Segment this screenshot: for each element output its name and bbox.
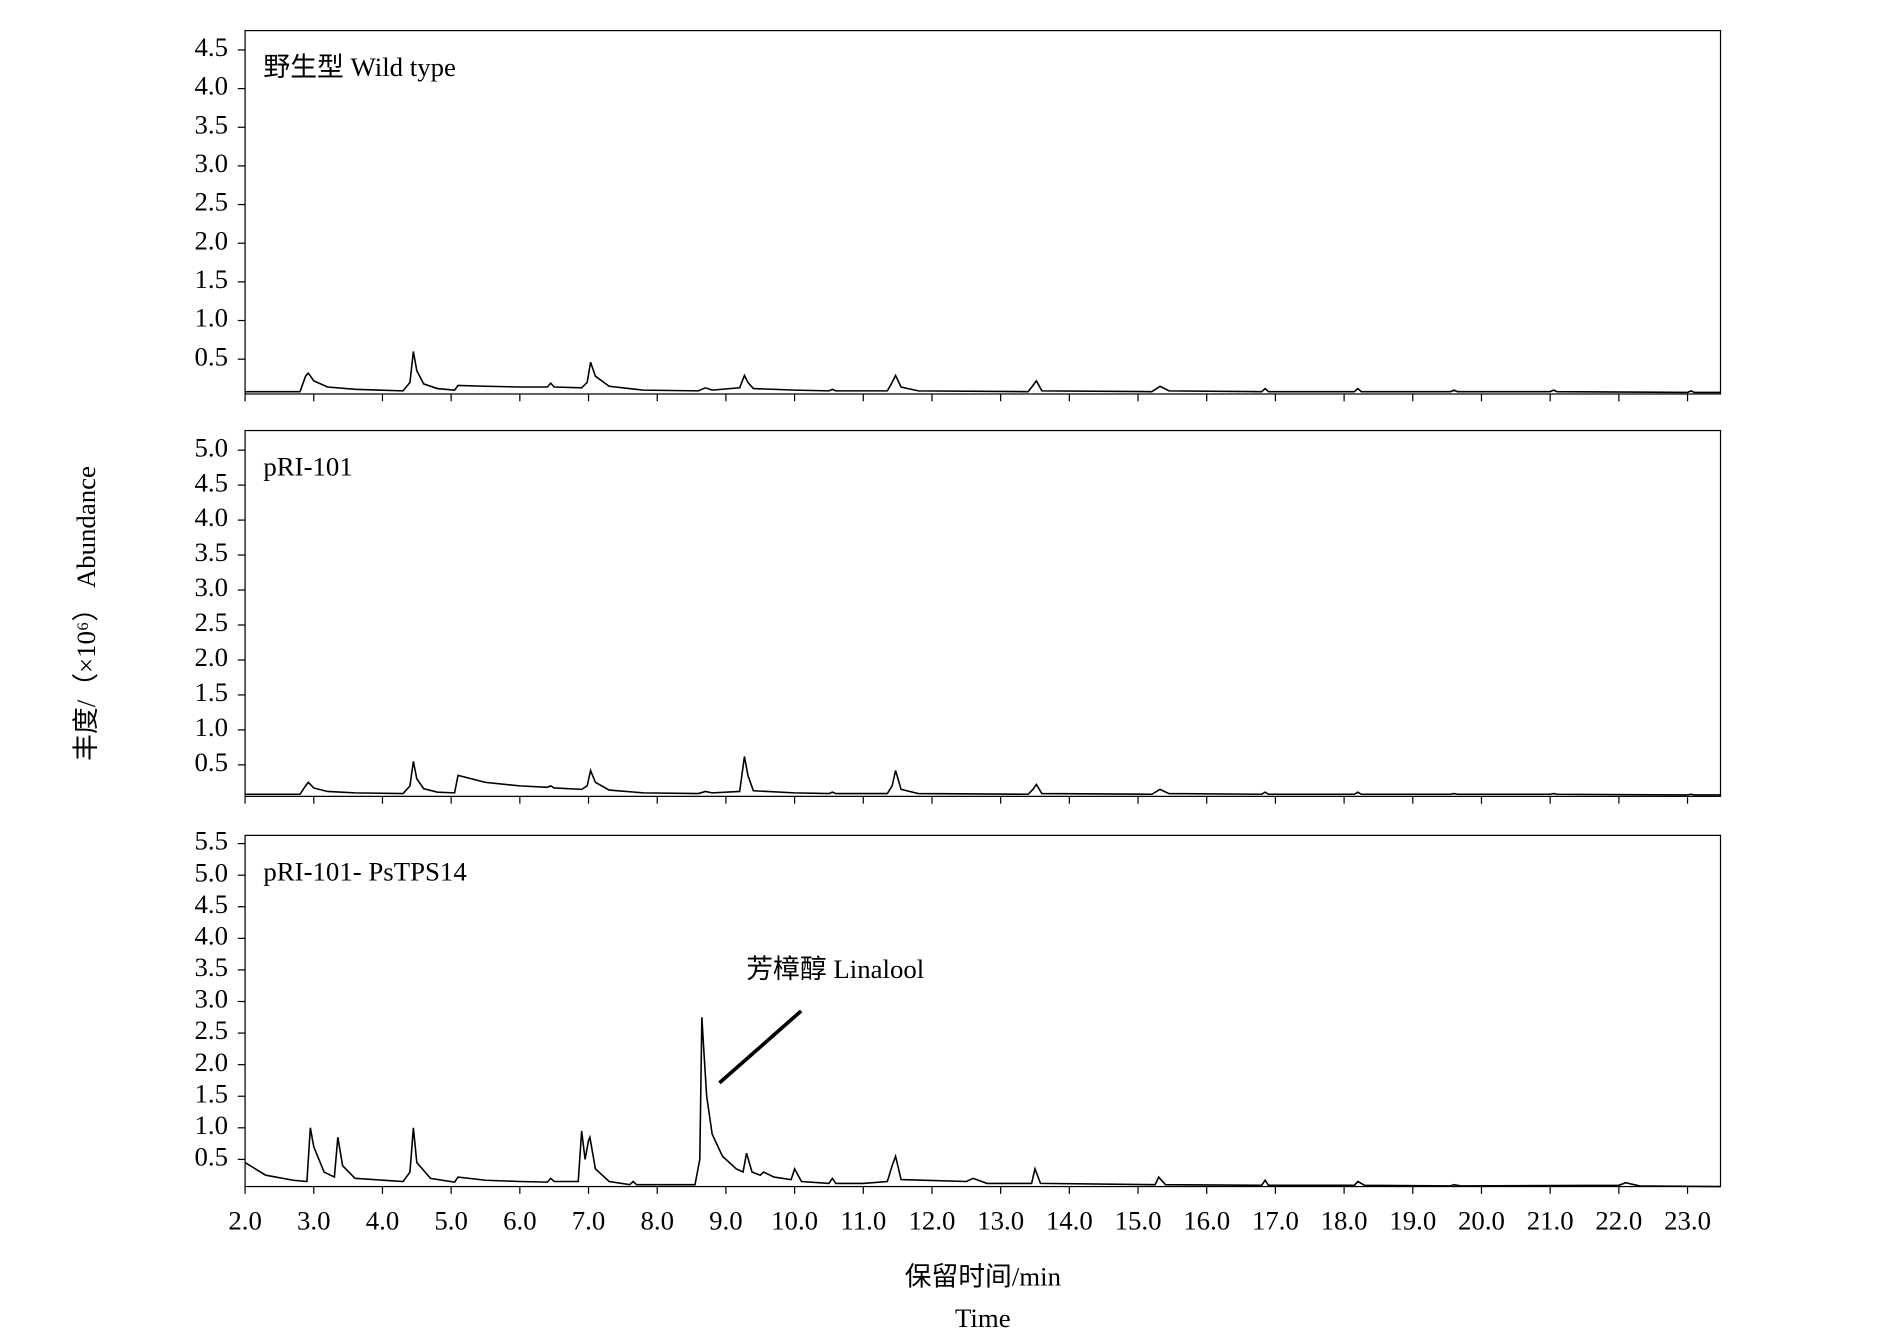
y-tick-label: 5.0 [195,857,229,887]
annotation: 芳樟醇 Linalool [746,954,924,984]
y-tick-label: 2.0 [195,642,229,672]
y-tick-label: 3.0 [195,148,229,178]
plot-frame [244,834,1722,1188]
y-tick-label: 1.0 [195,712,229,742]
x-axis-label: Time [955,1303,1011,1333]
x-tick-label: 7.0 [572,1205,606,1235]
y-tick-label: 5.0 [195,432,229,462]
y-tick-label: 4.5 [195,889,229,919]
y-tick-label: 0.5 [195,341,229,371]
y-tick-label: 2.5 [195,187,229,217]
y-tick-label: 4.5 [195,467,229,497]
panel-title: pRI-101 [263,452,352,482]
chromatogram-line [245,351,1721,394]
x-tick-label: 22.0 [1595,1205,1642,1235]
x-tick-label: 5.0 [434,1205,468,1235]
chromatogram-line [245,756,1721,796]
y-tick-label: 1.5 [195,677,229,707]
y-tick-label: 1.0 [195,1110,229,1140]
x-tick-label: 21.0 [1527,1205,1574,1235]
x-tick-label: 6.0 [503,1205,537,1235]
x-tick-label: 2.0 [228,1205,262,1235]
y-tick-label: 0.5 [195,1142,229,1172]
plot-frame [244,429,1722,797]
y-tick-label: 1.5 [195,1078,229,1108]
x-tick-label: 11.0 [840,1205,886,1235]
y-tick-label: 3.5 [195,109,229,139]
y-tick-label: 1.0 [195,303,229,333]
y-tick-label: 2.5 [195,607,229,637]
x-tick-label: 3.0 [297,1205,331,1235]
y-tick-label: 4.0 [195,502,229,532]
x-tick-label: 8.0 [640,1205,674,1235]
x-tick-label: 4.0 [366,1205,400,1235]
y-tick-label: 2.0 [195,225,229,255]
plot-frame [244,29,1722,395]
y-tick-label: 5.5 [195,826,229,856]
x-tick-label: 12.0 [909,1205,956,1235]
y-tick-label: 3.5 [195,537,229,567]
annotation-pointer [718,1009,803,1085]
y-tick-label: 4.0 [195,71,229,101]
y-tick-label: 4.0 [195,920,229,950]
y-tick-label: 3.0 [195,984,229,1014]
x-axis-label: 保留时间/min [905,1261,1061,1291]
x-tick-label: 10.0 [771,1205,818,1235]
panel-title: 野生型 Wild type [263,52,456,82]
y-tick-label: 0.5 [195,747,229,777]
y-tick-label: 1.5 [195,264,229,294]
x-tick-label: 15.0 [1115,1205,1162,1235]
y-tick-label: 3.0 [195,572,229,602]
x-tick-label: 14.0 [1046,1205,1093,1235]
chromatogram-line [244,1017,1721,1188]
x-tick-label: 18.0 [1321,1205,1368,1235]
panel-title: pRI-101- PsTPS14 [263,857,466,887]
y-tick-label: 3.5 [195,952,229,982]
y-tick-label: 4.5 [195,32,229,62]
x-tick-label: 16.0 [1183,1205,1230,1235]
x-tick-label: 23.0 [1664,1205,1711,1235]
x-tick-label: 9.0 [709,1205,743,1235]
x-tick-label: 19.0 [1389,1205,1436,1235]
x-tick-label: 13.0 [977,1205,1024,1235]
x-tick-label: 17.0 [1252,1205,1299,1235]
x-tick-label: 20.0 [1458,1205,1505,1235]
y-axis-label: 丰度/（×10⁶） Abundance [71,466,101,761]
y-tick-label: 2.5 [195,1015,229,1045]
y-tick-label: 2.0 [195,1047,229,1077]
